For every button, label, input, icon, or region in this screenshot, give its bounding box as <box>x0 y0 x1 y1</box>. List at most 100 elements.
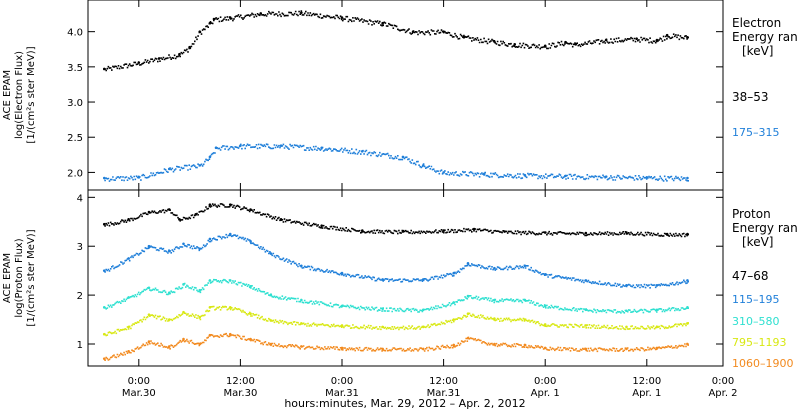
legend-entry-115-195: 115–195 <box>732 293 780 306</box>
electron-legend-title-2: Energy ran <box>732 30 798 44</box>
proton-data-point <box>198 288 202 292</box>
proton-data-point <box>127 257 130 260</box>
proton-data-point <box>228 332 232 336</box>
x-tick-date-label: Apr. 2 <box>708 388 737 399</box>
proton-data-point <box>493 298 496 302</box>
electron-y-axis: 2.0 2.5 3.0 3.5 4.0 <box>67 28 723 179</box>
proton-ytick-label: 4 <box>77 193 83 204</box>
electron-data-point <box>259 12 263 15</box>
proton-ylabel-line-1: ACE EPAM <box>2 253 13 303</box>
proton-data-point <box>543 273 547 276</box>
proton-ytick-label: 2 <box>77 291 83 302</box>
electron-x-ticks <box>138 0 724 190</box>
proton-data-point <box>543 304 547 308</box>
proton-data-point <box>194 213 197 216</box>
proton-data-point <box>208 306 212 309</box>
electron-ylabel-line-1: ACE EPAM <box>2 70 13 120</box>
proton-data-point <box>228 279 232 282</box>
proton-data-point <box>198 342 202 346</box>
electron-data-point <box>665 33 669 37</box>
proton-data-point <box>625 231 628 234</box>
proton-data-point <box>269 319 273 322</box>
electron-data-point <box>381 21 384 25</box>
electron-legend: Electron Energy ran [keV] 38–53 175–315 <box>732 16 798 139</box>
proton-data-point <box>127 218 130 221</box>
proton-x-ticks <box>138 190 724 366</box>
x-tick-date-label: Mar.30 <box>223 388 257 399</box>
proton-data-point <box>466 262 470 265</box>
proton-data-point <box>147 286 151 290</box>
electron-data-point <box>239 144 242 147</box>
electron-data-point <box>421 164 425 167</box>
proton-data-point <box>102 332 106 336</box>
proton-data-point <box>686 232 689 236</box>
proton-data-point <box>543 231 547 234</box>
legend-entry-1060-1900: 1060–1900 <box>732 357 794 370</box>
proton-data-point <box>102 357 106 360</box>
x-tick-time-label: 0:00 <box>712 376 734 387</box>
proton-data-point <box>102 222 106 226</box>
proton-data-point <box>127 350 130 353</box>
proton-data-point <box>228 232 232 236</box>
x-axis-title: hours:minutes, Mar. 29, 2012 – Apr. 2, 2… <box>284 397 525 410</box>
legend-entry-310-580: 310–580 <box>732 315 780 328</box>
electron-data-point <box>198 164 202 167</box>
electron-data-point <box>361 149 364 153</box>
proton-data-point <box>523 264 527 268</box>
proton-data-point <box>625 309 628 313</box>
proton-data-point <box>147 340 151 343</box>
proton-data-point <box>361 229 364 232</box>
proton-data-point <box>279 218 283 221</box>
electron-series-38-53 <box>102 10 690 72</box>
proton-series-310-580 <box>102 278 690 314</box>
proton-data-point <box>127 296 130 299</box>
proton-data-point <box>147 313 151 316</box>
proton-data-point <box>320 224 323 227</box>
electron-data-point <box>655 38 659 42</box>
proton-data-point <box>584 324 588 327</box>
proton-data-point <box>249 285 252 288</box>
proton-series-dots <box>104 332 690 361</box>
legend-entry-47-68: 47–68 <box>732 269 769 283</box>
proton-data-point <box>182 337 185 341</box>
proton-data-point <box>493 266 496 270</box>
electron-data-point <box>208 21 212 25</box>
electron-ytick-label: 3.0 <box>67 98 83 109</box>
proton-legend-title-1: Proton <box>732 207 771 221</box>
proton-series-1060-1900 <box>102 332 690 361</box>
proton-data-point <box>625 325 628 329</box>
proton-data-point <box>686 342 689 346</box>
electron-data-point <box>604 175 608 178</box>
x-tick-date-label: Apr. 1 <box>632 388 661 399</box>
electron-data-point <box>513 43 517 46</box>
electron-data-point <box>442 30 445 33</box>
proton-data-point <box>381 307 384 311</box>
proton-series-47-68 <box>102 203 690 238</box>
proton-data-point <box>543 346 547 350</box>
proton-legend-title-2: Energy ran <box>732 221 798 235</box>
electron-legend-title-3: [keV] <box>742 44 773 58</box>
proton-data-point <box>543 323 547 326</box>
x-tick-date-label: Mar.31 <box>427 388 461 399</box>
proton-data-point <box>665 232 669 236</box>
electron-data-point <box>635 37 638 41</box>
x-tick-time-label: 0:00 <box>534 376 556 387</box>
proton-data-point <box>381 325 384 329</box>
proton-data-point <box>381 347 384 351</box>
proton-data-point <box>167 318 171 321</box>
proton-data-point <box>167 291 171 294</box>
proton-data-point <box>472 227 476 231</box>
proton-series-115-195 <box>102 232 690 289</box>
x-tick-date-label: Apr. 1 <box>531 388 560 399</box>
electron-ylabel-line-2: log(Electron Flux) <box>14 51 25 139</box>
proton-data-point <box>493 342 496 346</box>
proton-data-point <box>249 337 252 341</box>
electron-data-point <box>320 146 323 150</box>
electron-series-dots <box>104 143 690 182</box>
proton-data-point <box>208 237 212 241</box>
proton-data-point <box>167 208 171 211</box>
electron-ylabel-line-3: [1/(cm²s ster MeV)] <box>26 46 37 143</box>
electron-series-175-315 <box>102 143 690 182</box>
proton-data-point <box>147 244 151 248</box>
